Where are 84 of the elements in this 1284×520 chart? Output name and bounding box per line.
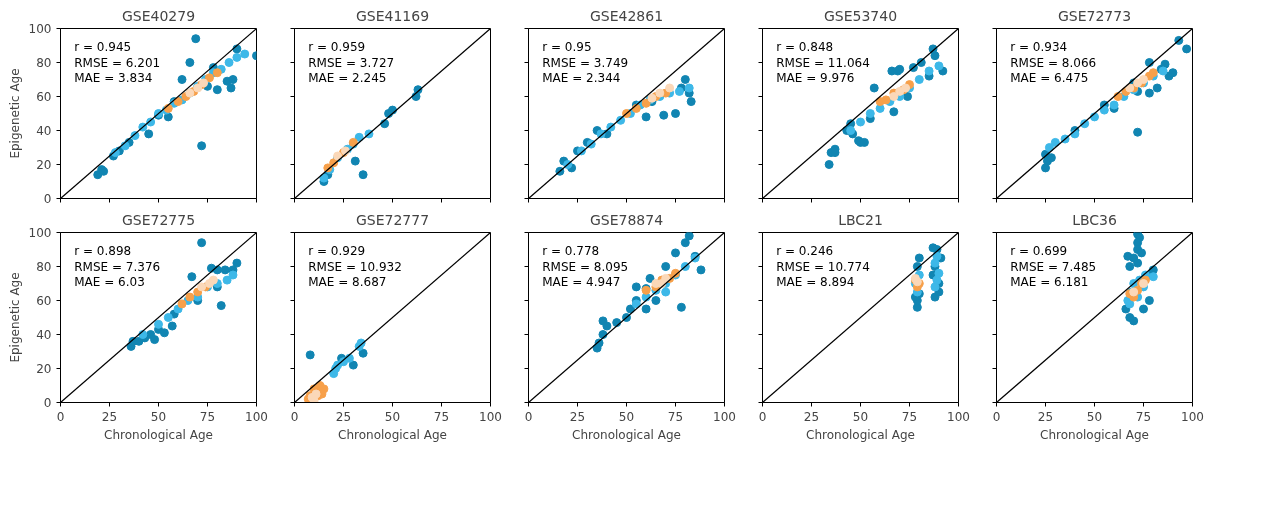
y-tick-label: 40 [36,124,52,138]
y-tick-label: 100 [28,22,52,36]
x-tick-label: 50 [852,409,869,424]
x-tick-label: 50 [384,409,401,424]
annotation: MAE = 8.894 [776,274,855,289]
x-axis-title: Chronological Age [1040,427,1149,442]
x-tick-label: 100 [713,409,736,424]
y-tick-label: 20 [36,158,52,172]
annotation: r = 0.848 [776,40,834,55]
x-tick-label: 75 [901,409,918,424]
y-tick-label: 80 [36,56,52,70]
y-axis-title: Epigenetic Age [7,272,22,363]
annotation: MAE = 3.834 [74,70,153,85]
x-tick-label: 25 [101,409,118,424]
chart-title: LBC21 [838,211,883,228]
y-tick-label: 40 [36,328,52,342]
x-tick-label: 25 [803,409,820,424]
chart-title: GSE53740 [823,7,898,24]
x-axis-title: Chronological Age [572,427,681,442]
x-tick-label: 50 [1086,409,1103,424]
x-axis-title: Chronological Age [806,427,915,442]
x-axis-title: Chronological Age [338,427,447,442]
chart-title: GSE41169 [355,7,430,24]
x-tick-label: 75 [667,409,684,424]
x-tick-label: 0 [992,409,1001,424]
annotation: RMSE = 11.064 [776,55,870,70]
annotation: MAE = 2.344 [542,70,621,85]
x-tick-label: 0 [290,409,299,424]
annotation: RMSE = 8.066 [1010,55,1097,70]
annotation: MAE = 6.03 [74,274,145,289]
chart-title: GSE40279 [121,7,196,24]
y-tick-label: 100 [28,226,52,240]
y-tick-label: 20 [36,362,52,376]
annotation: RMSE = 8.095 [542,259,629,274]
x-tick-label: 100 [245,409,268,424]
annotation: MAE = 8.687 [308,274,387,289]
y-tick-label: 60 [36,294,52,308]
annotation: RMSE = 10.774 [776,259,870,274]
y-tick-label: 60 [36,90,52,104]
annotation: MAE = 6.475 [1010,70,1089,85]
annotation: r = 0.945 [74,40,132,55]
chart-title: GSE72773 [1057,7,1132,24]
annotation: RMSE = 10.932 [308,259,402,274]
x-tick-label: 0 [758,409,767,424]
x-tick-label: 0 [524,409,533,424]
annotation: RMSE = 3.727 [308,55,395,70]
x-tick-label: 100 [947,409,970,424]
x-tick-label: 100 [479,409,502,424]
chart-title: LBC36 [1072,211,1117,228]
annotation: RMSE = 7.376 [74,259,161,274]
x-tick-label: 100 [1181,409,1204,424]
x-tick-label: 75 [199,409,216,424]
annotation: r = 0.778 [542,244,600,259]
annotation: r = 0.929 [308,244,366,259]
y-axis-title: Epigenetic Age [7,68,22,159]
x-tick-label: 25 [335,409,352,424]
chart-title: GSE42861 [589,7,664,24]
x-tick-label: 75 [433,409,450,424]
chart-title: GSE72777 [355,211,430,228]
y-tick-label: 0 [43,396,52,410]
x-tick-label: 0 [56,409,65,424]
chart-title: GSE72775 [121,211,196,228]
annotation: r = 0.959 [308,40,366,55]
x-tick-label: 75 [1135,409,1152,424]
annotation: r = 0.699 [1010,244,1068,259]
x-tick-label: 50 [618,409,635,424]
chart-title: GSE78874 [589,211,664,228]
annotation: r = 0.898 [74,244,132,259]
y-tick-label: 80 [36,260,52,274]
annotation: MAE = 4.947 [542,274,621,289]
x-tick-label: 25 [1037,409,1054,424]
annotation: MAE = 9.976 [776,70,855,85]
annotation: r = 0.246 [776,244,834,259]
annotation: r = 0.95 [542,40,592,55]
annotation: r = 0.934 [1010,40,1068,55]
y-tick-label: 0 [43,192,52,206]
annotation: MAE = 2.245 [308,70,387,85]
x-axis-title: Chronological Age [104,427,213,442]
annotation: RMSE = 3.749 [542,55,629,70]
annotation: RMSE = 6.201 [74,55,161,70]
x-tick-label: 50 [150,409,167,424]
x-tick-label: 25 [569,409,586,424]
annotation: RMSE = 7.485 [1010,259,1097,274]
annotation: MAE = 6.181 [1010,274,1089,289]
